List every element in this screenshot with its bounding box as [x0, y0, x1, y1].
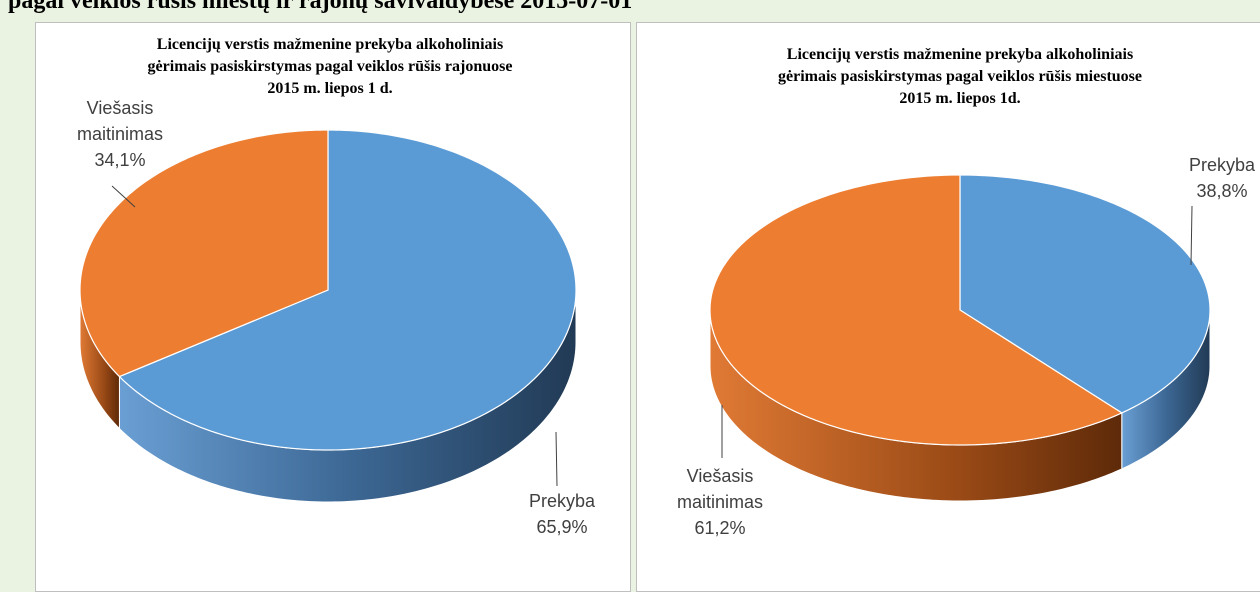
data-label: Prekyba 65,9%: [497, 488, 627, 540]
chart-title: 2015 m. liepos 1d.: [899, 90, 1021, 107]
category-label: Prekyba: [528, 491, 596, 511]
data-label: Prekyba 38,8%: [1157, 152, 1260, 204]
leader-line: [111, 185, 136, 208]
chart-title: gėrimais pasiskirstymas pagal veiklos rū…: [147, 58, 513, 75]
data-label: Viešasis maitinimas 34,1%: [60, 95, 180, 173]
category-label: Prekyba: [1188, 155, 1256, 175]
slice: [959, 174, 1211, 414]
chart-title: Licencijų verstis mažmenine prekyba alko…: [156, 36, 504, 53]
chart-title: Licencijų verstis mažmenine prekyba alko…: [786, 46, 1134, 63]
slice: [79, 129, 329, 378]
chart-title: gėrimais pasiskirstymas pagal veiklos rū…: [777, 68, 1143, 85]
value-label: 38,8%: [1196, 181, 1248, 201]
category-label: Viešasis maitinimas: [76, 98, 164, 144]
leader-line: [555, 431, 558, 487]
data-label: Viešasis maitinimas 61,2%: [660, 463, 780, 541]
value-label: 61,2%: [694, 518, 746, 538]
chart-title: 2015 m. liepos 1 d.: [267, 80, 393, 97]
value-label: 34,1%: [94, 150, 146, 170]
header: pagal veiklos rūšis miestų ir rajonų sav…: [8, 0, 633, 14]
slice: [709, 174, 1124, 446]
slice: [118, 129, 577, 451]
value-label: 65,9%: [536, 517, 588, 537]
category-label: Viešasis maitinimas: [676, 466, 764, 512]
leader-line: [1190, 205, 1193, 266]
